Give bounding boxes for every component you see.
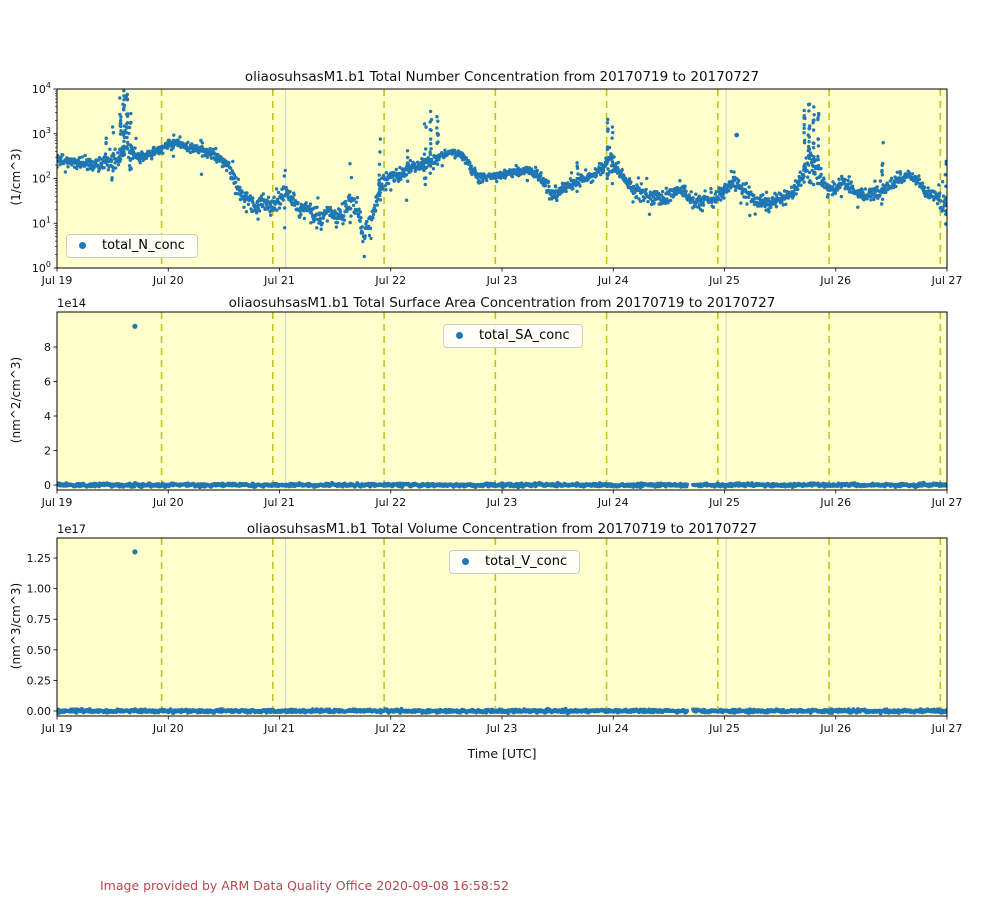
legend-total-n-conc: total_N_conc — [66, 234, 198, 258]
svg-text:6: 6 — [44, 376, 51, 389]
scatter-series-total_N_conc — [57, 89, 947, 259]
plot2-y-axis-label: (nm^2/cm^3) — [9, 356, 23, 444]
scatter-series-total_SA_conc — [57, 323, 947, 490]
plot2-title: oliaosuhsasM1.b1 Total Surface Area Conc… — [228, 295, 776, 311]
scatter-marker-icon — [79, 242, 86, 249]
axis-ticks-and-labels: Jul 19 Jul 20 Jul 21 Jul 22 Jul 23 Jul 24 Jul … — [41, 341, 963, 509]
plot3-y-axis-label: (nm^3/cm^3) — [9, 582, 23, 670]
svg-text:Jul 27: Jul 27 — [931, 274, 963, 287]
svg-text:104: 104 — [32, 81, 51, 96]
total_number_concentration-plot: Jul 19 Jul 20 Jul 21 Jul 22 Jul 23 Jul 24 Jul … — [32, 81, 962, 287]
svg-text:Jul 25: Jul 25 — [708, 496, 740, 509]
plot3-offset-label: 1e17 — [57, 522, 87, 536]
svg-text:Jul 23: Jul 23 — [486, 274, 518, 287]
plot2-offset-label: 1e14 — [57, 296, 87, 310]
svg-text:Jul 22: Jul 22 — [374, 496, 406, 509]
gray-guide-lines — [285, 538, 727, 716]
svg-text:103: 103 — [32, 126, 51, 141]
svg-text:Jul 23: Jul 23 — [486, 496, 518, 509]
svg-text:Jul 26: Jul 26 — [819, 496, 851, 509]
svg-text:8: 8 — [44, 341, 51, 354]
svg-text:Jul 21: Jul 21 — [263, 496, 295, 509]
svg-text:Jul 25: Jul 25 — [708, 274, 740, 287]
gray-guide-lines — [285, 312, 727, 490]
axis-ticks-and-labels: Jul 19 Jul 20 Jul 21 Jul 22 Jul 23 Jul 24 Jul … — [27, 552, 963, 735]
svg-text:102: 102 — [32, 171, 51, 186]
legend-label: total_V_conc — [485, 554, 568, 569]
svg-text:0: 0 — [44, 479, 51, 492]
day-boundary-dashed-lines — [160, 312, 942, 490]
footer-credit-text: Image provided by ARM Data Quality Offic… — [100, 878, 509, 893]
scatter-series-total_V_conc — [57, 549, 947, 716]
svg-text:Jul 27: Jul 27 — [931, 496, 963, 509]
svg-text:Jul 22: Jul 22 — [374, 274, 406, 287]
svg-text:Jul 26: Jul 26 — [819, 274, 851, 287]
svg-text:Jul 24: Jul 24 — [597, 274, 629, 287]
legend-total-sa-conc: total_SA_conc — [443, 324, 583, 348]
x-axis-label: Time [UTC] — [467, 746, 537, 761]
legend-label: total_SA_conc — [479, 328, 570, 343]
scatter-marker-icon — [456, 332, 463, 339]
svg-text:101: 101 — [32, 215, 51, 230]
svg-text:Jul 19: Jul 19 — [41, 274, 73, 287]
plot1-title: oliaosuhsasM1.b1 Total Number Concentrat… — [244, 69, 760, 85]
plot3-title: oliaosuhsasM1.b1 Total Volume Concentrat… — [246, 521, 758, 537]
plot1-y-axis-label: (1/cm^3) — [9, 148, 23, 206]
svg-text:Jul 20: Jul 20 — [152, 496, 184, 509]
svg-text:2: 2 — [44, 445, 51, 458]
svg-text:Jul 20: Jul 20 — [152, 274, 184, 287]
gray-guide-lines — [285, 89, 727, 268]
svg-text:Jul 24: Jul 24 — [597, 496, 629, 509]
svg-text:4: 4 — [44, 410, 51, 423]
svg-text:100: 100 — [32, 260, 51, 275]
svg-text:Jul 19: Jul 19 — [41, 496, 73, 509]
day-boundary-dashed-lines — [160, 538, 942, 716]
legend-label: total_N_conc — [102, 238, 185, 253]
svg-text:Jul 21: Jul 21 — [263, 274, 295, 287]
legend-total-v-conc: total_V_conc — [449, 550, 581, 574]
scatter-marker-icon — [462, 558, 469, 565]
